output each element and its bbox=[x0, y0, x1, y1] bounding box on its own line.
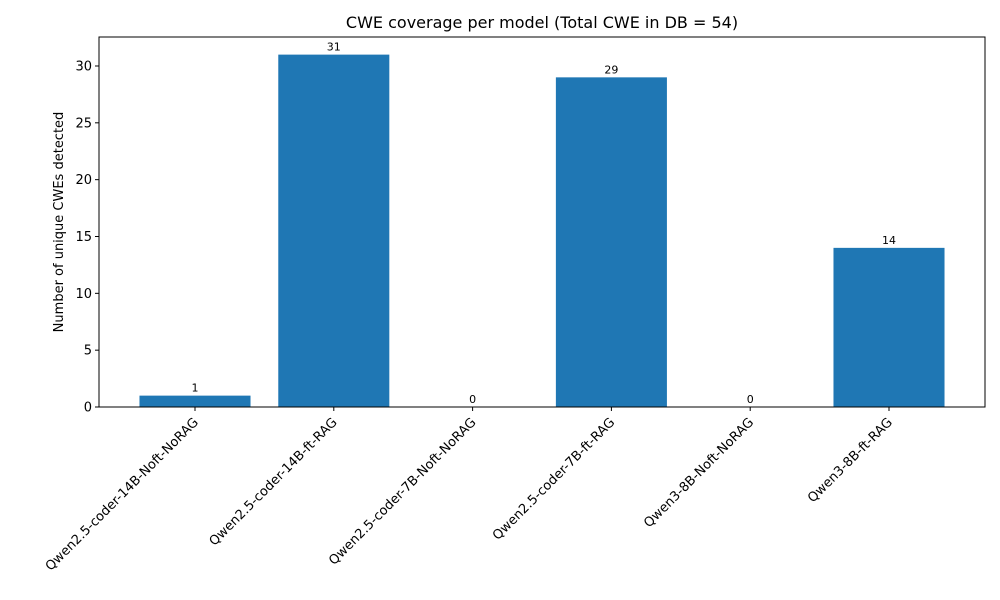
plot-frame bbox=[98, 36, 986, 408]
data-label-3: 29 bbox=[604, 63, 618, 76]
bar-3 bbox=[555, 77, 667, 407]
y-axis-label: Number of unique CWEs detected bbox=[52, 112, 67, 333]
y-tick-label-6: 30 bbox=[75, 59, 92, 74]
data-label-2: 0 bbox=[469, 393, 476, 406]
y-tick-label-2: 10 bbox=[75, 287, 92, 302]
y-tick-label-4: 20 bbox=[75, 173, 92, 188]
y-tick-label-0: 0 bbox=[84, 401, 92, 416]
data-label-5: 14 bbox=[882, 234, 896, 247]
x-tick-label-4: Qwen3-8B-Noft-NoRAG bbox=[641, 415, 757, 531]
x-tick-label-3: Qwen2.5-coder-7B-ft-RAG bbox=[490, 415, 618, 543]
chart-title: CWE coverage per model (Total CWE in DB … bbox=[346, 13, 738, 32]
y-tick-label-5: 25 bbox=[75, 116, 92, 131]
bar-0 bbox=[139, 395, 251, 407]
bars-layer: 1 31 0 29 0 14 bbox=[139, 41, 945, 408]
bar-1 bbox=[278, 54, 390, 408]
x-tick-label-1: Qwen2.5-coder-14B-ft-RAG bbox=[207, 415, 341, 549]
x-tick-label-5: Qwen3-8B-ft-RAG bbox=[805, 415, 896, 506]
y-tick-label-1: 5 bbox=[84, 344, 92, 359]
bar-5 bbox=[833, 247, 945, 407]
y-tick-label-3: 15 bbox=[75, 230, 92, 245]
data-label-0: 1 bbox=[192, 382, 199, 395]
data-label-4: 0 bbox=[747, 393, 754, 406]
x-tick-label-2: Qwen2.5-coder-7B-Noft-NoRAG bbox=[326, 415, 479, 568]
data-label-1: 31 bbox=[327, 41, 341, 54]
x-tick-label-0: Qwen2.5-coder-14B-Noft-NoRAG bbox=[43, 415, 202, 574]
